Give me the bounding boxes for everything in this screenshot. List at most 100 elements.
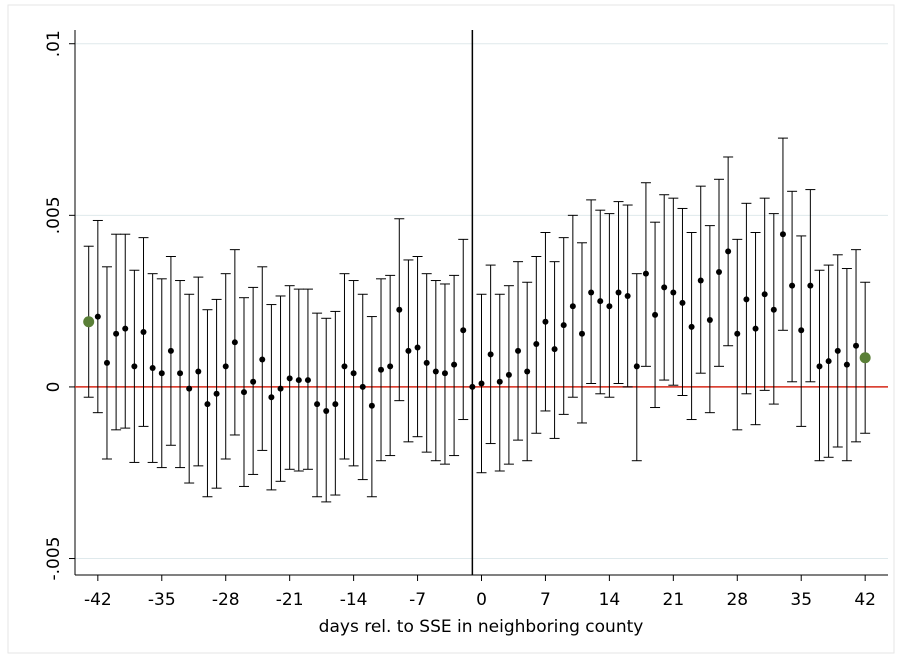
point	[633, 363, 640, 370]
point	[560, 322, 567, 329]
point	[286, 375, 293, 382]
point	[487, 351, 494, 358]
point	[779, 231, 786, 238]
point	[825, 358, 832, 365]
x-tick-label: 21	[663, 590, 685, 610]
point	[642, 270, 649, 277]
point	[250, 378, 257, 385]
x-tick-label: 35	[790, 590, 812, 610]
point	[149, 365, 156, 372]
point	[853, 342, 860, 349]
point	[432, 368, 439, 375]
point	[405, 347, 412, 354]
point	[524, 368, 531, 375]
point	[131, 363, 138, 370]
point	[734, 330, 741, 337]
point	[396, 306, 403, 313]
point	[505, 371, 512, 378]
point	[277, 385, 284, 392]
point	[569, 303, 576, 310]
x-tick-label: 0	[476, 590, 487, 610]
x-tick-label: -42	[84, 590, 112, 610]
x-tick-label: 42	[854, 590, 876, 610]
point	[204, 401, 211, 408]
point	[807, 282, 814, 289]
point	[542, 318, 549, 325]
point	[387, 363, 394, 370]
point	[268, 394, 275, 401]
x-tick-label: -28	[212, 590, 240, 610]
point	[177, 370, 184, 377]
point	[588, 289, 595, 296]
point	[624, 292, 631, 299]
point	[378, 366, 385, 373]
x-tick-label: 14	[599, 590, 621, 610]
point	[231, 339, 238, 346]
point	[213, 390, 220, 397]
point	[359, 383, 366, 390]
point	[460, 327, 467, 334]
point	[441, 370, 448, 377]
x-tick-label: -35	[148, 590, 176, 610]
point	[451, 361, 458, 368]
x-tick-label: -14	[340, 590, 368, 610]
point	[103, 359, 110, 366]
point	[859, 352, 871, 364]
point	[761, 291, 768, 298]
point	[798, 327, 805, 334]
point	[259, 356, 266, 363]
point	[816, 363, 823, 370]
y-tick-label: 0	[44, 382, 64, 393]
point	[652, 311, 659, 318]
point	[414, 344, 421, 351]
point	[670, 289, 677, 296]
point	[770, 306, 777, 313]
point	[679, 299, 686, 306]
point	[834, 347, 841, 354]
point	[113, 330, 120, 337]
y-tick-label: .005	[44, 196, 64, 234]
point	[789, 282, 796, 289]
point	[350, 370, 357, 377]
point	[578, 330, 585, 337]
point	[158, 370, 165, 377]
point	[122, 325, 129, 332]
point	[167, 347, 174, 354]
point	[222, 363, 229, 370]
point	[743, 296, 750, 303]
point	[661, 284, 668, 291]
point	[615, 289, 622, 296]
x-tick-label: 28	[726, 590, 748, 610]
point	[140, 329, 147, 336]
point	[697, 277, 704, 284]
point	[843, 361, 850, 368]
x-tick-label: 7	[540, 590, 551, 610]
x-axis-label: days rel. to SSE in neighboring county	[319, 617, 644, 637]
point	[83, 316, 95, 328]
point	[606, 303, 613, 310]
point	[597, 298, 604, 305]
point	[341, 363, 348, 370]
x-tick-label: -21	[276, 590, 304, 610]
point	[314, 401, 321, 408]
point	[478, 380, 485, 387]
y-tick-label: .01	[44, 30, 64, 57]
point	[368, 402, 375, 409]
point	[423, 359, 430, 366]
point	[469, 383, 476, 390]
point	[706, 317, 713, 324]
point	[304, 377, 311, 384]
point	[725, 248, 732, 255]
point	[323, 407, 330, 414]
point	[688, 323, 695, 330]
point	[332, 401, 339, 408]
point	[195, 368, 202, 375]
point	[240, 389, 247, 396]
point	[186, 385, 193, 392]
frame	[7, 4, 895, 654]
point	[94, 313, 101, 320]
point	[295, 377, 302, 384]
point	[496, 378, 503, 385]
